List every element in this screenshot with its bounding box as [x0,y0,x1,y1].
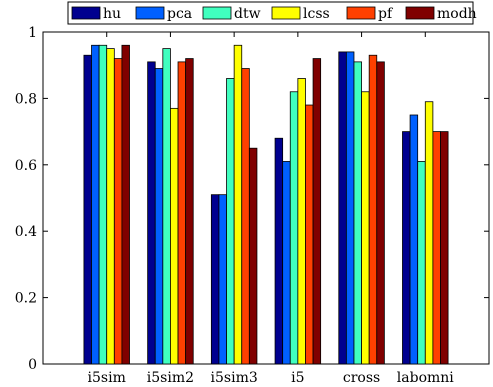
bar-lcss-cross [361,91,370,365]
bar-dtw-i5sim2 [162,48,171,365]
bar-hu-i5sim3 [210,194,220,365]
legend-swatch-dtw [202,6,232,20]
legend-label-modh: modh [437,6,477,22]
legend-label-hu: hu [103,6,121,22]
y-axis: 0 0.2 0.4 0.6 0.8 1 [15,25,489,373]
bar-hu-cross [338,51,347,365]
bar-modh-i5 [312,58,322,365]
x-tick-label: cross [343,370,380,386]
bar-hu-i5sim2 [147,61,156,365]
y-tick-label: 0.2 [15,291,37,307]
bar-dtw-i5 [289,91,299,365]
legend-swatch-pf [346,6,376,20]
bar-pf-cross [368,54,378,365]
bar-dtw-cross [353,61,362,365]
x-tick-label: i5sim2 [147,370,194,386]
x-axis: i5sim i5sim2 i5sim3 i5 cross labomni [88,32,455,386]
x-tick-label: i5sim3 [211,370,258,386]
bar-pf-i5sim3 [241,68,250,365]
legend-swatch-pca [135,6,165,20]
bar-pca-i5sim3 [218,194,227,365]
y-tick-label: 0.4 [15,224,37,240]
x-tick-label: i5sim [88,370,126,386]
bar-pf-labomni [432,131,441,365]
bar-modh-i5sim3 [248,147,258,365]
bar-hu-labomni [402,131,411,365]
bar-modh-cross [376,61,385,365]
bar-hu-i5 [274,137,284,365]
legend-label-pf: pf [378,6,394,22]
bar-modh-labomni [440,131,449,365]
bar-lcss-i5sim2 [170,107,179,365]
legend-label-dtw: dtw [234,6,261,22]
y-tick-label: 0.6 [15,158,37,174]
plot-frame [42,31,490,365]
legend-label-pca: pca [167,6,192,22]
x-tick-label: i5 [291,370,304,386]
bar-pca-cross [345,51,355,365]
bar-dtw-i5sim3 [226,78,235,365]
legend-label-lcss: lcss [303,6,330,22]
bar-pf-i5sim [113,58,123,365]
bars [83,44,449,365]
bar-lcss-i5sim3 [233,44,243,365]
bar-dtw-labomni [417,161,426,365]
bar-modh-i5sim [121,44,130,365]
y-tick-label: 0 [28,357,37,373]
bar-lcss-labomni [424,101,434,365]
bar-dtw-i5sim [98,44,108,365]
bar-modh-i5sim2 [185,58,194,365]
bar-hu-i5sim [83,54,92,365]
legend-swatch-hu [71,6,101,20]
x-tick-label: labomni [397,370,455,386]
y-tick-label: 0.8 [15,91,37,107]
bar-pf-i5 [305,104,314,365]
bar-pca-i5sim [91,44,100,365]
bar-pf-i5sim2 [177,61,187,365]
bar-lcss-i5sim [106,48,115,365]
bar-pca-labomni [409,114,419,365]
legend: hu pca dtw lcss pf modh [67,1,477,25]
bar-pca-i5 [282,161,291,365]
legend-swatch-modh [405,6,435,20]
bar-lcss-i5 [297,78,306,365]
legend-swatch-lcss [271,6,301,20]
y-tick-label: 1 [28,25,37,41]
bar-pca-i5sim2 [154,68,164,365]
